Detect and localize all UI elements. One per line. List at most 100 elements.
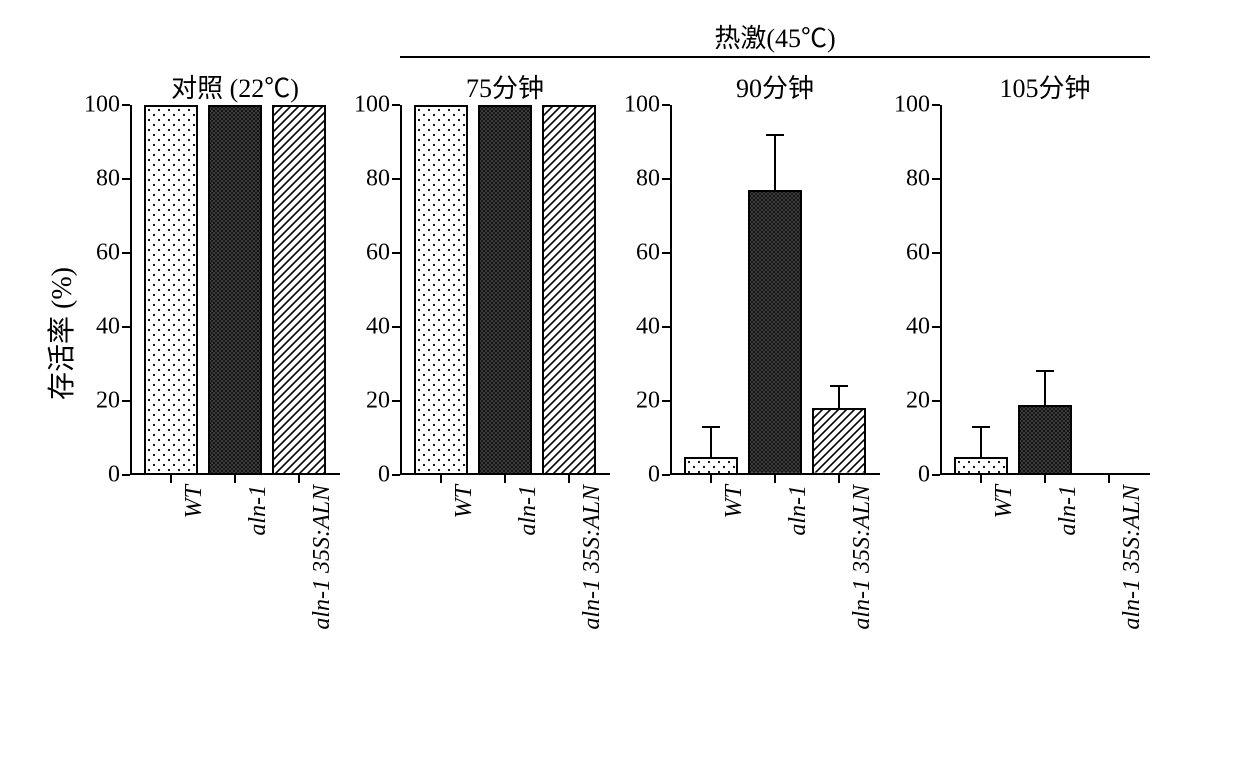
xtick-mark (504, 475, 506, 483)
ytick-label: 100 (880, 92, 930, 119)
error-bar (980, 427, 982, 457)
ytick-label: 20 (340, 388, 390, 415)
ytick-label: 40 (610, 314, 660, 341)
xtick-label: aln-1 (785, 485, 812, 536)
ytick-label: 80 (610, 166, 660, 193)
xtick-mark (838, 475, 840, 483)
bar-fill (1020, 407, 1070, 473)
ytick-label: 100 (340, 92, 390, 119)
ytick-label: 40 (340, 314, 390, 341)
y-axis-line (670, 105, 672, 475)
bar (812, 408, 866, 475)
error-bar (838, 386, 840, 408)
xtick-mark (980, 475, 982, 483)
ytick-label: 0 (610, 462, 660, 489)
chart-panel: 020406080100WTaln-1aln-1 35S:ALN (940, 105, 1150, 475)
xtick-label: aln-1 35S:ALN (1119, 485, 1146, 630)
ytick-label: 0 (70, 462, 120, 489)
bar-fill (814, 410, 864, 473)
ytick-mark (392, 474, 400, 476)
ytick-mark (932, 474, 940, 476)
y-axis-line (940, 105, 942, 475)
error-bar (710, 427, 712, 457)
ytick-label: 40 (70, 314, 120, 341)
ytick-mark (662, 400, 670, 402)
bar-fill (146, 107, 196, 473)
xtick-label: aln-1 (245, 485, 272, 536)
ytick-label: 60 (70, 240, 120, 267)
bar (748, 190, 802, 475)
bar-fill (544, 107, 594, 473)
ytick-label: 40 (880, 314, 930, 341)
panel-title: 75分钟 (400, 68, 610, 105)
heat-header-line (400, 56, 1150, 58)
ytick-label: 20 (70, 388, 120, 415)
y-axis-line (130, 105, 132, 475)
bar (1018, 405, 1072, 475)
ytick-label: 80 (880, 166, 930, 193)
ytick-label: 60 (340, 240, 390, 267)
xtick-mark (1044, 475, 1046, 483)
bar (684, 457, 738, 476)
xtick-label: WT (181, 485, 208, 518)
ytick-label: 80 (70, 166, 120, 193)
chart-panel: 020406080100WTaln-1aln-1 35S:ALN (670, 105, 880, 475)
xtick-mark (774, 475, 776, 483)
heat-header-label: 热激(45℃) (400, 18, 1150, 55)
xtick-label: aln-1 (1055, 485, 1082, 536)
xtick-label: WT (451, 485, 478, 518)
bar-fill (416, 107, 466, 473)
bar (272, 105, 326, 475)
ytick-mark (122, 178, 130, 180)
error-cap (702, 426, 720, 428)
xtick-mark (298, 475, 300, 483)
y-axis-line (400, 105, 402, 475)
xtick-mark (568, 475, 570, 483)
xtick-label: aln-1 (515, 485, 542, 536)
ytick-label: 80 (340, 166, 390, 193)
ytick-mark (392, 178, 400, 180)
ytick-mark (932, 104, 940, 106)
xtick-mark (710, 475, 712, 483)
ytick-mark (122, 326, 130, 328)
error-bar (774, 135, 776, 191)
bar (414, 105, 468, 475)
ytick-mark (122, 400, 130, 402)
error-bar (1044, 371, 1046, 404)
ytick-mark (122, 252, 130, 254)
error-cap (1036, 370, 1054, 372)
ytick-label: 100 (70, 92, 120, 119)
ytick-mark (122, 104, 130, 106)
bar (954, 457, 1008, 476)
ytick-label: 0 (340, 462, 390, 489)
ytick-label: 60 (880, 240, 930, 267)
error-cap (766, 134, 784, 136)
bar (542, 105, 596, 475)
bar-fill (210, 107, 260, 473)
xtick-label: WT (991, 485, 1018, 518)
xtick-mark (170, 475, 172, 483)
figure-root: 存活率 (%) 热激(45℃) 对照 (22℃)020406080100WTal… (0, 0, 1240, 776)
xtick-label: WT (721, 485, 748, 518)
panel-title: 对照 (22℃) (130, 68, 340, 105)
bar (478, 105, 532, 475)
ytick-mark (932, 252, 940, 254)
ytick-label: 100 (610, 92, 660, 119)
ytick-mark (932, 400, 940, 402)
bar (144, 105, 198, 475)
ytick-mark (662, 326, 670, 328)
bar-fill (480, 107, 530, 473)
bar-fill (686, 459, 736, 474)
panel-title: 105分钟 (940, 68, 1150, 105)
ytick-mark (932, 178, 940, 180)
ytick-mark (392, 326, 400, 328)
ytick-mark (392, 104, 400, 106)
ytick-mark (662, 178, 670, 180)
bar-fill (274, 107, 324, 473)
xtick-label: aln-1 35S:ALN (309, 485, 336, 630)
ytick-mark (662, 104, 670, 106)
xtick-mark (1108, 475, 1110, 483)
ytick-mark (122, 474, 130, 476)
ytick-label: 60 (610, 240, 660, 267)
chart-panel: 020406080100WTaln-1aln-1 35S:ALN (130, 105, 340, 475)
